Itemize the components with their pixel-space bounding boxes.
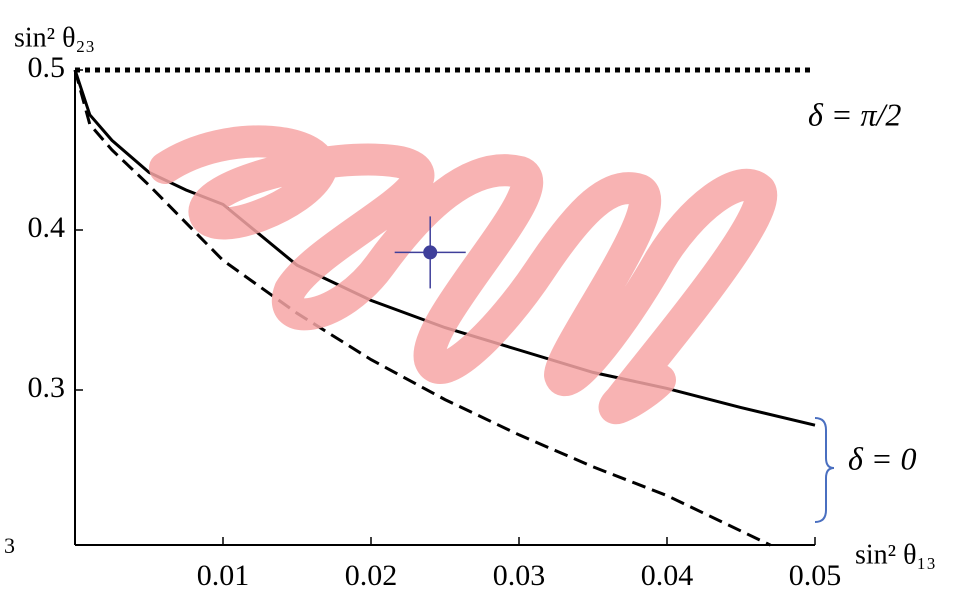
y-tick-label: 0.5 [28, 51, 66, 84]
annotation: δ = π/2 [808, 96, 901, 132]
y-axis-label: sin² θ₂₃ [14, 22, 95, 53]
x-tick-label: 0.05 [789, 559, 842, 592]
chart: sin² θ₂₃ sin² θ₁₃ δ = π/2 δ = 0 3 0.3 0.4… [0, 0, 974, 595]
brace [815, 418, 834, 522]
y-tick-label: 0.3 [28, 371, 66, 404]
line-dashed [75, 70, 771, 545]
x-tick-label: 0.04 [641, 559, 694, 592]
x-tick-label: 0.01 [197, 559, 250, 592]
scribble [165, 141, 761, 408]
x-tick-label: 0.03 [493, 559, 546, 592]
annotation: δ = 0 [848, 440, 916, 476]
x-tick-label: 0.02 [345, 559, 398, 592]
y-tick-label: 0.4 [28, 211, 66, 244]
fragment-label: 3 [4, 533, 15, 558]
point [423, 245, 437, 259]
x-axis-label: sin² θ₁₃ [855, 539, 936, 570]
